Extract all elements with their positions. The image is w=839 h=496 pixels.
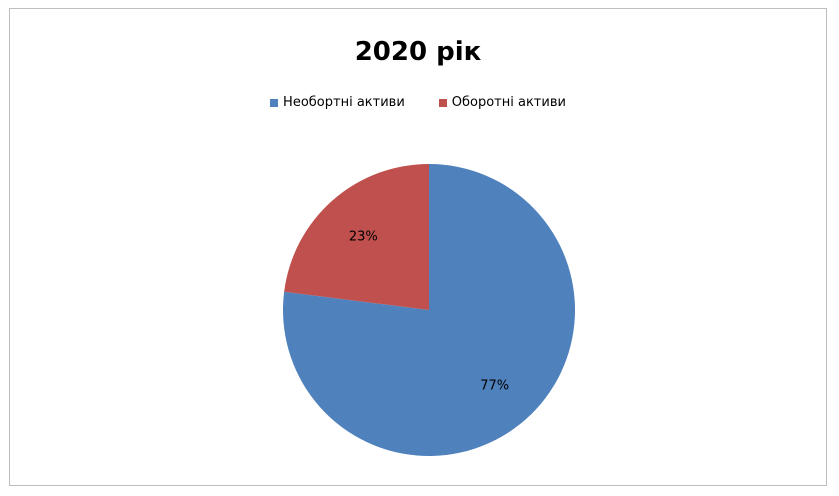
pie-slice-current-assets bbox=[284, 164, 429, 310]
chart-legend: Необортні активи Оборотні активи bbox=[10, 95, 826, 110]
legend-label-current-assets: Оборотні активи bbox=[451, 95, 566, 110]
legend-swatch-non-current-assets bbox=[270, 98, 279, 107]
data-label-current-assets: 23% bbox=[349, 230, 378, 245]
legend-item-non-current-assets: Необортні активи bbox=[270, 95, 405, 110]
legend-label-non-current-assets: Необортні активи bbox=[283, 95, 405, 110]
legend-item-current-assets: Оборотні активи bbox=[438, 95, 566, 110]
data-label-non-current-assets: 77% bbox=[480, 378, 509, 393]
chart-frame: 2020 рік Необортні активи Оборотні актив… bbox=[9, 8, 827, 486]
chart-title: 2020 рік bbox=[354, 37, 482, 67]
legend-swatch-current-assets bbox=[438, 98, 447, 107]
pie-chart: 77% 23% bbox=[283, 164, 575, 456]
